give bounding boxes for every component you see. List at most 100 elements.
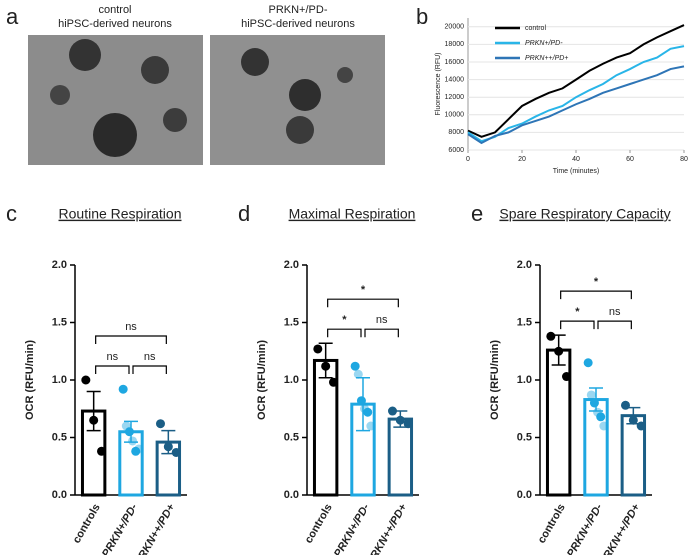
- significance-bracket: [364, 328, 399, 338]
- y-tick-label: 0.5: [284, 431, 299, 443]
- y-tick-label: 1.5: [52, 316, 67, 328]
- significance-bracket: [95, 335, 167, 344]
- significance-label: ns: [609, 306, 621, 318]
- data-point: [586, 390, 596, 400]
- data-point: [134, 444, 144, 454]
- data-point: [81, 375, 91, 385]
- image-caption: hiPSC-derived neurons: [241, 18, 355, 30]
- significance-bracket: [560, 290, 632, 300]
- y-axis-label: Fluorescence (RFU): [435, 52, 442, 115]
- bar: [545, 348, 572, 497]
- y-axis-label: OCR (RFU/min): [489, 340, 501, 420]
- significance-bracket: [560, 320, 595, 330]
- y-tick-label: 0.0: [517, 489, 532, 501]
- data-point: [89, 415, 99, 425]
- y-tick-label: 2.0: [52, 259, 67, 271]
- image-caption: PRKN+/PD-: [269, 4, 328, 16]
- y-tick-label: 1.5: [517, 316, 532, 328]
- data-point: [131, 446, 141, 456]
- data-point: [171, 447, 181, 457]
- x-tick-label: controls: [71, 502, 103, 546]
- y-tick-label: 18000: [445, 41, 465, 48]
- image-caption: hiPSC-derived neurons: [58, 18, 172, 30]
- micrograph: [210, 35, 385, 165]
- x-tick-label: 20: [518, 156, 526, 163]
- x-tick-label: PRKN+/PD-: [100, 502, 140, 555]
- y-tick-label: 10000: [445, 112, 465, 119]
- panel-letter: c: [6, 201, 17, 226]
- y-tick-label: 2.0: [284, 259, 299, 271]
- y-tick-label: 16000: [445, 59, 465, 66]
- significance-label: *: [575, 306, 580, 318]
- data-line: [467, 24, 685, 138]
- data-line: [467, 65, 685, 145]
- error-bar: [318, 342, 333, 379]
- y-axis-label: OCR (RFU/min): [24, 340, 36, 420]
- significance-label: *: [361, 284, 366, 296]
- data-point: [313, 344, 323, 354]
- x-tick-label: 40: [572, 156, 580, 163]
- panel-title: Maximal Respiration: [289, 206, 416, 222]
- y-tick-label: 8000: [448, 129, 464, 136]
- y-tick-label: 1.0: [517, 374, 532, 386]
- data-point: [350, 361, 360, 371]
- data-point: [403, 419, 413, 429]
- data-point: [128, 436, 138, 446]
- data-point: [155, 419, 165, 429]
- x-tick-label: 80: [680, 156, 688, 163]
- significance-label: *: [594, 276, 599, 288]
- significance-label: ns: [107, 351, 119, 363]
- legend-label: PRKN+/PD-: [525, 40, 563, 47]
- y-tick-label: 0.5: [517, 431, 532, 443]
- x-tick-label: PRKN++/PD+: [598, 501, 643, 555]
- y-tick-label: 12000: [445, 94, 465, 101]
- micrograph: [28, 35, 203, 165]
- y-tick-label: 6000: [448, 147, 464, 154]
- data-point: [118, 384, 128, 394]
- data-point: [620, 400, 630, 410]
- y-tick-label: 14000: [445, 76, 465, 83]
- data-point: [97, 446, 107, 456]
- legend-label: control: [525, 25, 546, 32]
- data-point: [596, 412, 606, 422]
- x-axis-label: Time (minutes): [553, 168, 599, 175]
- data-line: [467, 45, 685, 143]
- y-axis-label: OCR (RFU/min): [256, 340, 268, 420]
- data-point: [163, 442, 173, 452]
- data-point: [366, 421, 376, 431]
- y-tick-label: 1.0: [52, 374, 67, 386]
- x-tick-label: PRKN++/PD+: [133, 501, 178, 555]
- data-point: [395, 415, 405, 425]
- data-point: [356, 396, 366, 406]
- x-tick-label: controls: [536, 502, 568, 546]
- y-tick-label: 0.0: [52, 489, 67, 501]
- data-point: [636, 421, 646, 431]
- data-point: [546, 331, 556, 341]
- data-point: [554, 346, 564, 356]
- x-tick-label: PRKN+/PD-: [332, 502, 372, 555]
- x-tick-label: PRKN+/PD-: [565, 502, 605, 555]
- data-point: [589, 398, 599, 408]
- panel-title: Spare Respiratory Capacity: [499, 206, 670, 222]
- data-point: [353, 369, 363, 379]
- x-tick-label: 60: [626, 156, 634, 163]
- significance-label: ns: [376, 314, 388, 326]
- panel-letter: b: [416, 4, 428, 29]
- legend-label: PRKN++/PD+: [525, 55, 568, 62]
- data-point: [124, 427, 134, 437]
- significance-bracket: [327, 328, 362, 338]
- image-caption: control: [98, 4, 131, 16]
- y-tick-label: 2.0: [517, 259, 532, 271]
- significance-label: ns: [144, 351, 156, 363]
- significance-bracket: [95, 365, 130, 374]
- panel-title: Routine Respiration: [59, 206, 182, 222]
- significance-label: *: [342, 314, 347, 326]
- data-point: [321, 361, 331, 371]
- x-tick-label: 0: [466, 156, 470, 163]
- y-tick-label: 1.0: [284, 374, 299, 386]
- data-point: [387, 406, 397, 416]
- panel-letter: e: [471, 201, 483, 226]
- data-point: [562, 372, 572, 382]
- y-tick-label: 1.5: [284, 316, 299, 328]
